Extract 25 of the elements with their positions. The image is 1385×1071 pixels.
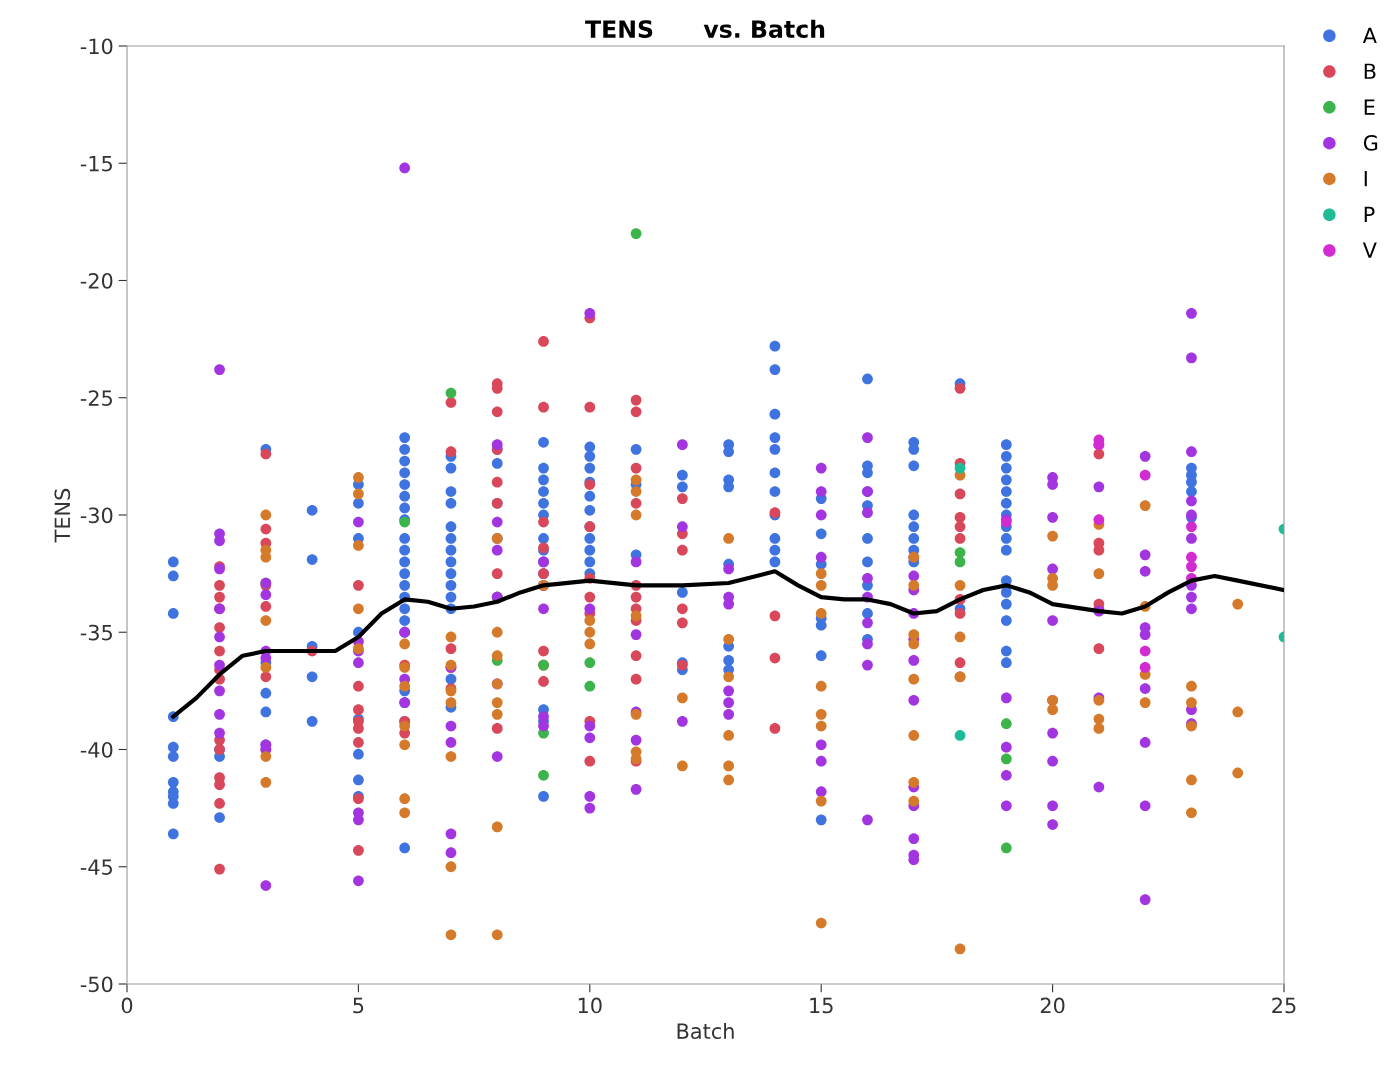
legend-label: A: [1362, 27, 1377, 44]
y-tick-label: -30: [80, 507, 113, 524]
legend-label: E: [1364, 99, 1375, 115]
legend-label: V: [1362, 242, 1377, 258]
y-tick-label: -45: [80, 859, 112, 875]
x-tick-label: 10: [578, 997, 602, 1014]
legend-label: G: [1363, 134, 1378, 151]
x-tick-label: 5: [353, 997, 364, 1014]
y-tick-label: -50: [80, 976, 113, 993]
y-tick-label: -35: [80, 624, 112, 641]
x-tick-label: 25: [1272, 997, 1296, 1014]
y-tick-label: -25: [80, 390, 112, 406]
x-tick-label: 15: [810, 997, 833, 1014]
x-tick-label: 20: [1040, 997, 1065, 1014]
chart-title: TENS vs. Batch: [585, 19, 825, 38]
y-tick-label: -10: [80, 38, 113, 55]
x-axis-title: Batch: [677, 1022, 734, 1040]
legend-label: P: [1364, 206, 1375, 222]
y-tick-label: -20: [80, 272, 113, 289]
x-tick-label: 0: [121, 997, 133, 1014]
legend-label: I: [1364, 171, 1367, 187]
legend-label: B: [1364, 63, 1376, 79]
y-axis-title: TENS: [54, 488, 71, 543]
y-tick-label: -15: [80, 155, 112, 172]
y-tick-label: -40: [80, 741, 113, 758]
